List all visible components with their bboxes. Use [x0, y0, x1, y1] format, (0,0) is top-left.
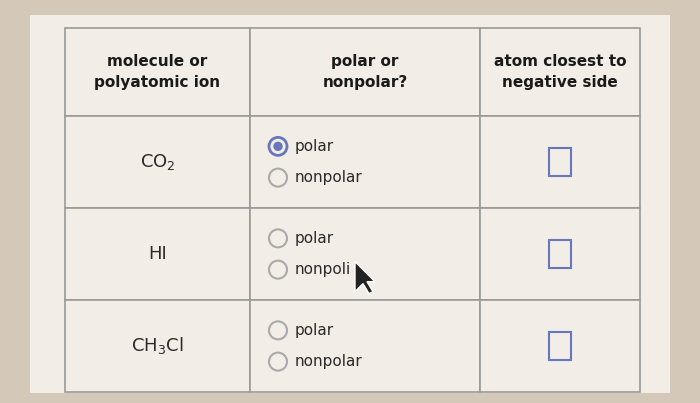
- Bar: [480, 300, 640, 392]
- FancyBboxPatch shape: [30, 15, 670, 393]
- Text: CH$_3$Cl: CH$_3$Cl: [131, 336, 184, 357]
- Text: nonpoli: nonpoli: [295, 262, 351, 277]
- Polygon shape: [355, 262, 375, 294]
- Text: molecule or
polyatomic ion: molecule or polyatomic ion: [94, 54, 220, 90]
- Bar: [549, 240, 571, 268]
- Text: atom closest to
negative side: atom closest to negative side: [494, 54, 626, 90]
- Bar: [65, 28, 250, 116]
- Bar: [65, 208, 250, 300]
- Text: CO$_2$: CO$_2$: [140, 152, 175, 172]
- Circle shape: [273, 142, 283, 151]
- Text: polar or
nonpolar?: polar or nonpolar?: [323, 54, 407, 90]
- Bar: [65, 300, 250, 392]
- Bar: [65, 116, 250, 208]
- Text: polar: polar: [295, 323, 334, 338]
- Text: polar: polar: [295, 139, 334, 154]
- Text: nonpolar: nonpolar: [295, 170, 363, 185]
- Text: nonpolar: nonpolar: [295, 354, 363, 369]
- Bar: [250, 116, 480, 208]
- Bar: [250, 208, 480, 300]
- Text: polar: polar: [295, 231, 334, 246]
- Bar: [250, 300, 480, 392]
- Bar: [480, 116, 640, 208]
- Bar: [250, 28, 480, 116]
- Bar: [480, 28, 640, 116]
- Bar: [549, 148, 571, 176]
- Bar: [480, 208, 640, 300]
- Text: HI: HI: [148, 245, 167, 263]
- Bar: [549, 332, 571, 360]
